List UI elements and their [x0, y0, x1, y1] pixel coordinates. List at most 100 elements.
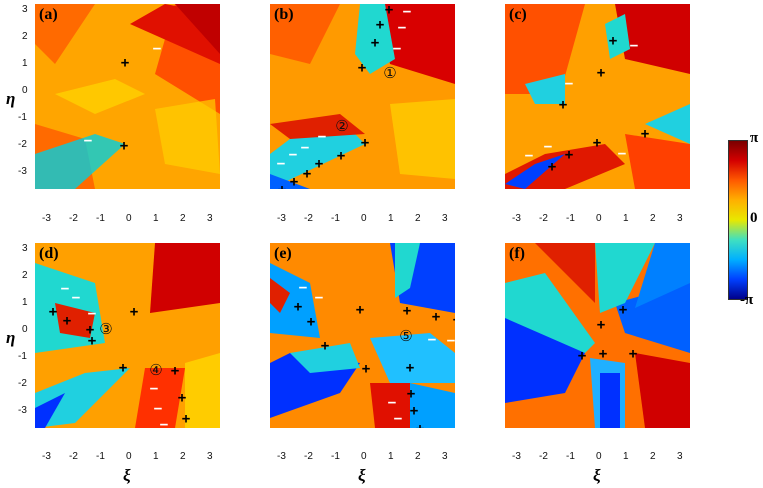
x-tick: 1	[388, 451, 394, 462]
vortex-plus: +	[431, 308, 441, 326]
panel-label: (f)	[509, 245, 525, 262]
x-tick: -2	[539, 213, 548, 224]
vortex-minus: −	[298, 279, 308, 297]
x-tick: 0	[361, 213, 367, 224]
x-tick: 2	[415, 451, 421, 462]
x-tick: 2	[180, 451, 186, 462]
phase-map-a	[35, 4, 220, 189]
vortex-plus: +	[598, 345, 608, 363]
vortex-plus: +	[120, 54, 130, 72]
x-tick: -1	[331, 213, 340, 224]
vortex-plus: +	[306, 313, 316, 331]
vortex-minus: −	[427, 331, 437, 349]
vortex-minus: −	[524, 147, 534, 165]
vortex-plus: +	[405, 359, 415, 377]
vortex-plus: +	[640, 125, 650, 143]
vortex-minus: −	[402, 4, 412, 21]
vortex-minus: −	[629, 37, 639, 55]
x-tick: -3	[512, 213, 521, 224]
y-tick: -2	[18, 378, 27, 389]
vortex-plus: +	[453, 313, 455, 328]
vortex-minus: −	[276, 155, 286, 173]
vortex-plus: +	[357, 59, 367, 77]
phase-map-f	[505, 243, 690, 428]
circled-number-5: ⑤	[399, 327, 413, 345]
vortex-minus: −	[159, 416, 169, 429]
x-tick: 1	[153, 451, 159, 462]
phase-colorbar	[728, 140, 748, 300]
vortex-plus: +	[314, 155, 324, 173]
panel-a: (a) + − + −	[35, 4, 220, 189]
y-axis-title-top: η	[6, 89, 16, 108]
phase-map-c	[505, 4, 690, 189]
vortex-plus: +	[360, 134, 370, 152]
y-tick: 3	[22, 4, 28, 15]
x-tick: -3	[42, 451, 51, 462]
vortex-minus: −	[397, 19, 407, 37]
y-tick: 0	[22, 324, 28, 335]
vortex-minus: −	[83, 132, 93, 150]
x-tick: -2	[69, 451, 78, 462]
phase-map-e	[270, 243, 455, 428]
phase-map-d	[35, 243, 220, 428]
phase-map-b	[270, 4, 455, 189]
vortex-plus: +	[48, 303, 58, 321]
vortex-plus: +	[547, 158, 557, 176]
vortex-plus: +	[62, 312, 72, 330]
vortex-plus: +	[608, 32, 618, 50]
vortex-minus: −	[564, 75, 574, 93]
x-tick: 2	[180, 213, 186, 224]
vortex-plus: +	[170, 362, 180, 380]
vortex-plus: +	[119, 137, 129, 155]
x-tick: 3	[442, 213, 448, 224]
vortex-plus: +	[577, 347, 587, 365]
vortex-plus: +	[596, 316, 606, 334]
colorbar-label-bottom: -π	[740, 292, 754, 308]
vortex-plus: +	[596, 64, 606, 82]
y-tick: 1	[22, 297, 28, 308]
x-axis-title-d: ξ	[123, 466, 131, 485]
x-tick: 1	[153, 213, 159, 224]
circled-number-3: ③	[99, 320, 113, 338]
x-tick: -3	[277, 451, 286, 462]
circled-number-4: ④	[149, 361, 163, 379]
vortex-plus: +	[302, 165, 312, 183]
vortex-minus: −	[300, 139, 310, 157]
x-axis-title-f: ξ	[593, 466, 601, 485]
panel-b: (b) + + + + − − − + + + + + + − − − − ① …	[270, 4, 455, 189]
vortex-plus: +	[336, 147, 346, 165]
x-tick: 0	[596, 451, 602, 462]
x-tick: -2	[539, 451, 548, 462]
y-tick: -2	[18, 139, 27, 150]
vortex-plus: +	[416, 422, 425, 429]
x-tick: -2	[69, 213, 78, 224]
x-tick: 2	[650, 213, 656, 224]
x-tick: 1	[388, 213, 394, 224]
vortex-minus: −	[617, 145, 627, 163]
x-tick: 3	[442, 451, 448, 462]
x-tick: 1	[623, 213, 629, 224]
vortex-plus: +	[558, 96, 568, 114]
vortex-plus: +	[320, 337, 330, 355]
panel-label: (c)	[509, 6, 527, 23]
vortex-plus: +	[355, 301, 365, 319]
x-tick: -3	[512, 451, 521, 462]
y-tick: -3	[18, 166, 27, 177]
x-tick: 3	[677, 213, 683, 224]
x-tick: -1	[96, 451, 105, 462]
vortex-plus: +	[628, 345, 638, 363]
y-tick: -1	[18, 351, 27, 362]
y-axis-title-bottom: η	[6, 328, 16, 347]
x-tick: 2	[650, 451, 656, 462]
y-tick: 3	[22, 243, 28, 254]
panel-d: (d) + + + + + − − − ③ + + + + − − − ④	[35, 243, 220, 428]
vortex-minus: −	[446, 332, 455, 350]
x-tick: -2	[304, 213, 313, 224]
panel-label: (e)	[274, 245, 292, 262]
vortex-minus: −	[317, 128, 327, 146]
x-tick: 0	[126, 451, 132, 462]
vortex-minus: −	[392, 40, 402, 58]
vortex-plus: +	[181, 410, 191, 428]
x-tick: 3	[677, 451, 683, 462]
x-axis-title-e: ξ	[358, 466, 366, 485]
